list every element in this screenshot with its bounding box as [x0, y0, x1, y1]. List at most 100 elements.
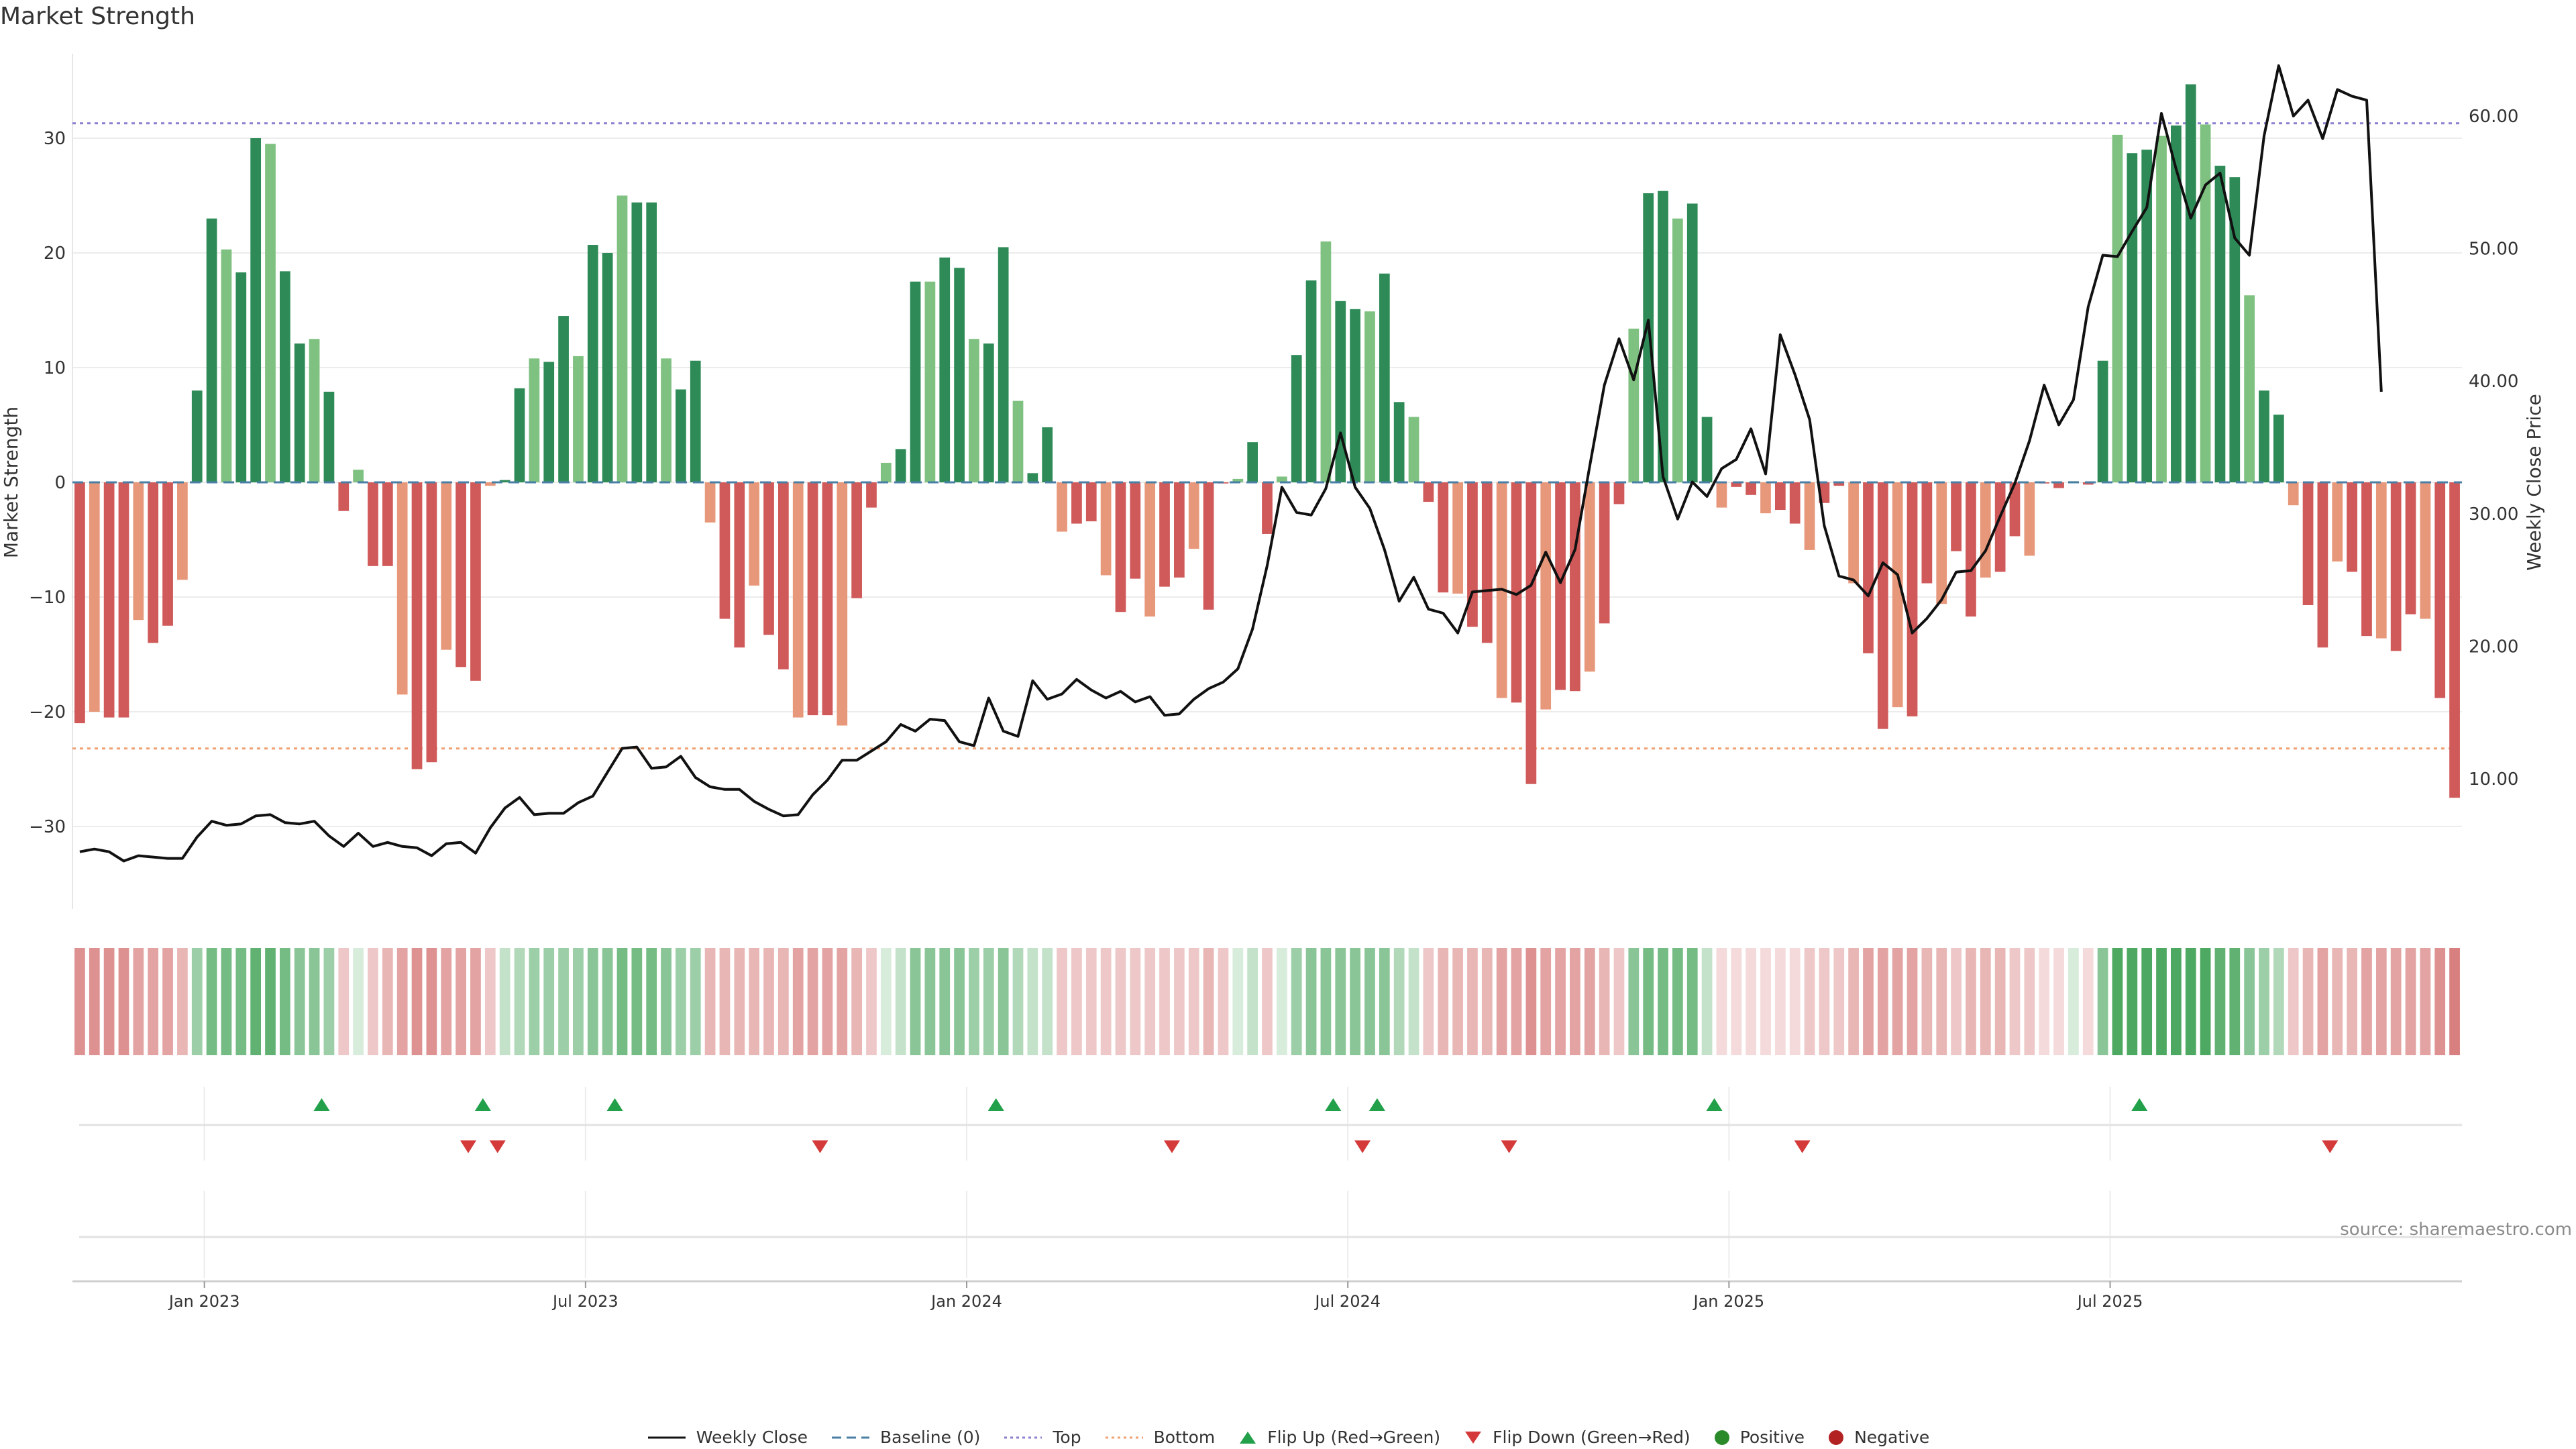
heat-cell — [2288, 948, 2299, 1055]
heat-cell — [719, 948, 731, 1055]
heat-cell — [1555, 948, 1566, 1055]
strength-bar — [323, 391, 335, 482]
strength-bar — [1951, 482, 1962, 551]
strength-bar — [309, 339, 320, 482]
heat-cell — [2449, 948, 2460, 1055]
heat-cell — [1907, 948, 1918, 1055]
heat-cell — [1819, 948, 1830, 1055]
heat-cell — [646, 948, 657, 1055]
y2-tick-label: 10.00 — [2469, 769, 2518, 790]
heat-cell — [2200, 948, 2211, 1055]
legend-item-flip-down[interactable]: Flip Down (Green→Red) — [1463, 1428, 1690, 1447]
heat-cell — [939, 948, 951, 1055]
legend-item-negative[interactable]: Negative — [1827, 1428, 1929, 1447]
heat-cell — [1760, 948, 1771, 1055]
heat-cell — [1599, 948, 1610, 1055]
heat-cell — [1613, 948, 1625, 1055]
strength-bar — [2156, 136, 2167, 482]
red-dot-icon — [1829, 1430, 1844, 1445]
heat-cell — [2082, 948, 2094, 1055]
strength-bar — [543, 362, 555, 482]
heat-cell — [484, 948, 496, 1055]
heat-cell — [368, 948, 378, 1055]
heat-cell — [1686, 948, 1698, 1055]
heat-cell — [1144, 948, 1156, 1055]
heat-cell — [558, 948, 569, 1055]
heat-cell — [616, 948, 628, 1055]
strength-bar — [2390, 482, 2402, 651]
flip-up-marker — [474, 1098, 491, 1111]
heat-cell — [191, 948, 203, 1055]
y-tick-label: 30 — [44, 129, 66, 149]
strength-bar — [133, 482, 144, 621]
x-tick-label: Jan 2024 — [930, 1292, 1002, 1311]
heat-cell — [573, 948, 584, 1055]
legend-item-weekly-close[interactable]: Weekly Close — [647, 1428, 808, 1447]
heat-cell — [1701, 948, 1713, 1055]
strength-bar — [2420, 482, 2431, 619]
heat-cell — [411, 948, 423, 1055]
legend-item-positive[interactable]: Positive — [1713, 1428, 1805, 1447]
x-tick-label: Jan 2025 — [1693, 1292, 1765, 1311]
legend-label: Positive — [1739, 1428, 1805, 1447]
strength-bar — [822, 482, 833, 716]
heat-cell — [1393, 948, 1405, 1055]
triangle-up-icon — [1240, 1431, 1256, 1444]
strength-bar — [1658, 191, 1668, 482]
strength-bar — [1877, 482, 1888, 729]
heat-cell — [1672, 948, 1683, 1055]
heat-cell — [777, 948, 789, 1055]
strength-bar — [2302, 482, 2314, 605]
heat-cell — [676, 948, 686, 1055]
strength-bar — [1774, 482, 1786, 511]
heat-cell — [2361, 948, 2372, 1055]
heat-cell — [1012, 948, 1024, 1055]
flip-down-marker — [2322, 1140, 2339, 1153]
heat-cell — [103, 948, 115, 1055]
strength-bar — [265, 144, 276, 483]
strength-bar — [1203, 482, 1214, 610]
legend-item-top[interactable]: Top — [1003, 1428, 1081, 1447]
heat-cell — [1027, 948, 1038, 1055]
heat-cell — [880, 948, 892, 1055]
strength-bar — [1335, 301, 1346, 482]
strength-bar — [998, 247, 1009, 482]
strength-bar — [2053, 482, 2064, 488]
strength-bar — [426, 482, 437, 763]
strength-bar — [162, 482, 173, 626]
flip-down-marker — [1354, 1140, 1371, 1153]
heat-cell — [969, 948, 979, 1055]
strength-bar — [1085, 482, 1097, 522]
strength-bar — [1599, 482, 1610, 624]
strength-bar — [148, 482, 159, 643]
heat-cell — [2317, 948, 2328, 1055]
strength-bar — [514, 388, 525, 482]
heat-cell — [2171, 948, 2182, 1055]
heat-cell — [133, 948, 144, 1055]
heat-cell — [2068, 948, 2079, 1055]
legend-item-baseline[interactable]: Baseline (0) — [830, 1428, 980, 1447]
heat-cell — [1159, 948, 1170, 1055]
legend-item-bottom[interactable]: Bottom — [1104, 1428, 1215, 1447]
heat-cell — [1511, 948, 1522, 1055]
heat-cell — [2420, 948, 2431, 1055]
heat-cell — [148, 948, 159, 1055]
heat-cell — [837, 948, 848, 1055]
strength-bar — [954, 268, 965, 482]
legend-item-flip-up[interactable]: Flip Up (Red→Green) — [1238, 1428, 1440, 1447]
strength-bar — [191, 390, 203, 482]
heat-cell — [1863, 948, 1874, 1055]
heat-cell — [265, 948, 276, 1055]
source-note: source: sharemaestro.com — [2340, 1220, 2572, 1240]
heat-cell — [631, 948, 643, 1055]
heat-cell — [1057, 948, 1067, 1055]
heat-cell — [206, 948, 217, 1055]
strength-bar — [1966, 482, 1976, 617]
strength-bar — [1525, 482, 1537, 784]
legend-label: Weekly Close — [696, 1428, 808, 1447]
strength-bar — [1071, 482, 1082, 524]
strength-bar — [1057, 482, 1067, 532]
line-swatch-icon — [647, 1436, 686, 1438]
strength-bar — [235, 272, 247, 482]
flip-up-marker — [606, 1098, 623, 1111]
